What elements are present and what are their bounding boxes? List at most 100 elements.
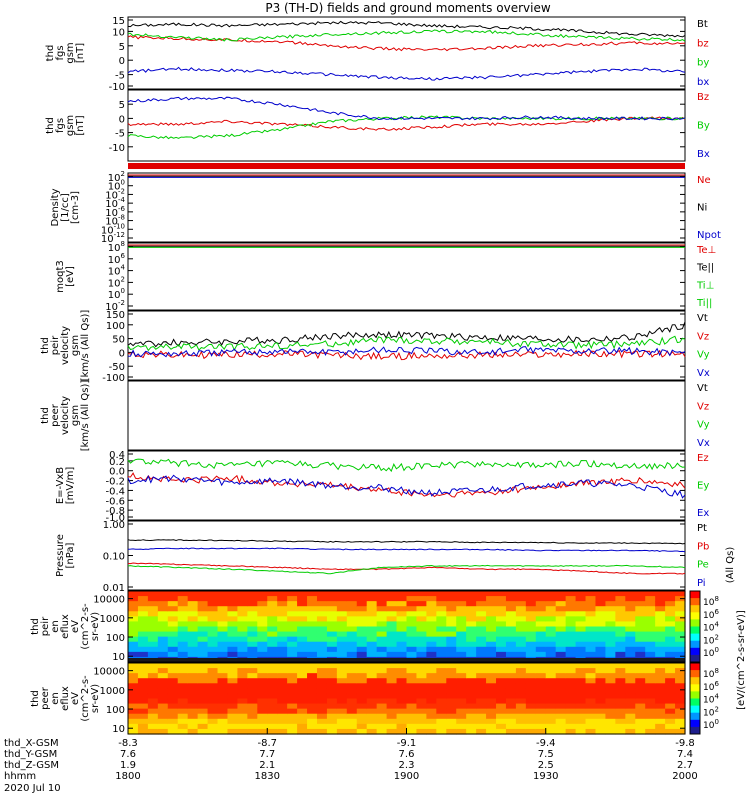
heatmap-cell xyxy=(406,626,418,633)
heatmap-cell xyxy=(287,668,298,674)
x-tick-label: -9.8 xyxy=(675,738,695,749)
heatmap-cell xyxy=(486,621,497,628)
heatmap-cell xyxy=(665,723,676,730)
heatmap-cell xyxy=(128,693,139,700)
heatmap-cell xyxy=(207,688,219,695)
heatmap-cell xyxy=(575,698,587,705)
heatmap-cell xyxy=(486,713,497,720)
y-tick-label: 0.2 xyxy=(109,457,125,468)
heatmap-cell xyxy=(177,606,189,612)
heatmap-cell xyxy=(535,703,547,710)
y-tick-label: 5 xyxy=(119,42,125,53)
heatmap-cell xyxy=(436,636,447,643)
heatmap-cell xyxy=(505,678,517,684)
x-tick-label: 7.6 xyxy=(120,749,136,760)
heatmap-cell xyxy=(655,646,666,653)
heatmap-cell xyxy=(157,641,169,648)
heatmap-cell xyxy=(267,668,278,674)
heatmap-cell xyxy=(605,693,616,700)
heatmap-cell xyxy=(655,626,666,633)
heatmap-cell xyxy=(128,631,139,638)
heatmap-cell xyxy=(267,591,278,597)
heatmap-cell xyxy=(297,646,308,653)
heatmap-cell xyxy=(137,688,149,695)
colorbar-segment xyxy=(690,626,700,635)
heatmap-cell xyxy=(496,698,507,705)
heatmap-cell xyxy=(545,693,557,700)
heatmap-cell xyxy=(277,718,288,725)
heatmap-cell xyxy=(267,708,278,715)
heatmap-cell xyxy=(396,641,408,648)
heatmap-cell xyxy=(675,601,686,607)
heatmap-cell xyxy=(207,713,219,720)
heatmap-cell xyxy=(257,693,268,700)
heatmap-cell xyxy=(436,678,447,684)
heatmap-cell xyxy=(615,611,626,617)
heatmap-cell xyxy=(436,626,447,633)
heatmap-cell xyxy=(128,663,139,669)
heatmap-cell xyxy=(605,651,616,658)
heatmap-cell xyxy=(645,718,656,725)
heatmap-cell xyxy=(665,606,676,612)
heatmap-cell xyxy=(247,596,258,602)
heatmap-cell xyxy=(515,708,527,715)
heatmap-cell xyxy=(496,683,507,689)
heatmap-cell xyxy=(157,703,169,710)
heatmap-cell xyxy=(545,621,557,628)
heatmap-cell xyxy=(336,601,348,607)
heatmap-cell xyxy=(645,728,656,735)
heatmap-cell xyxy=(227,663,239,669)
heatmap-cell xyxy=(316,596,328,602)
heatmap-cell xyxy=(227,621,239,628)
heatmap-cell xyxy=(555,713,567,720)
heatmap-cell xyxy=(356,728,368,735)
heatmap-cell xyxy=(356,641,368,648)
heatmap-cell xyxy=(555,718,567,725)
heatmap-cell xyxy=(177,698,189,705)
heatmap-cell xyxy=(635,688,646,695)
heatmap-cell xyxy=(207,693,219,700)
heatmap-cell xyxy=(326,723,338,730)
heatmap-gap-band xyxy=(128,658,685,662)
heatmap-cell xyxy=(426,683,437,689)
heatmap-cell xyxy=(545,636,557,643)
heatmap-cell xyxy=(625,673,636,679)
heatmap-cell xyxy=(515,626,527,633)
heatmap-cell xyxy=(346,646,358,653)
heatmap-cell xyxy=(645,651,656,658)
heatmap-cell xyxy=(237,673,248,679)
heatmap-cell xyxy=(376,596,388,602)
heatmap-cell xyxy=(416,631,427,638)
x-axis-row-label: thd_Z-GSM xyxy=(4,760,59,771)
heatmap-cell xyxy=(137,718,149,725)
heatmap-cell xyxy=(227,626,239,633)
heatmap-cell xyxy=(297,601,308,607)
heatmap-cell xyxy=(406,718,418,725)
heatmap-cell xyxy=(635,718,646,725)
heatmap-cell xyxy=(356,646,368,653)
heatmap-cell xyxy=(525,621,537,628)
heatmap-cell xyxy=(277,636,288,643)
heatmap-cell xyxy=(396,631,408,638)
heatmap-cell xyxy=(386,723,398,730)
heatmap-cell xyxy=(585,611,597,617)
heatmap-cell xyxy=(416,636,427,643)
legend-entry: Pt xyxy=(697,523,707,534)
heatmap-cell xyxy=(157,606,169,612)
heatmap-cell xyxy=(128,683,139,689)
panel-7: 0.40.20.0-0.2-0.4-0.6-0.8-1.0E=-VxB [mV/m… xyxy=(55,450,709,524)
heatmap-cell xyxy=(297,708,308,715)
heatmap-cell xyxy=(346,708,358,715)
heatmap-cell xyxy=(177,596,189,602)
heatmap-cell xyxy=(655,713,666,720)
heatmap-cell xyxy=(515,688,527,695)
heatmap-cell xyxy=(635,631,646,638)
heatmap-cell xyxy=(376,728,388,735)
heatmap-cell xyxy=(227,693,239,700)
heatmap-cell xyxy=(456,668,467,674)
y-tick-label: -5 xyxy=(115,129,125,140)
heatmap-cell xyxy=(645,641,656,648)
heatmap-cell xyxy=(207,723,219,730)
heatmap-cell xyxy=(237,596,248,602)
heatmap-cell xyxy=(366,713,378,720)
